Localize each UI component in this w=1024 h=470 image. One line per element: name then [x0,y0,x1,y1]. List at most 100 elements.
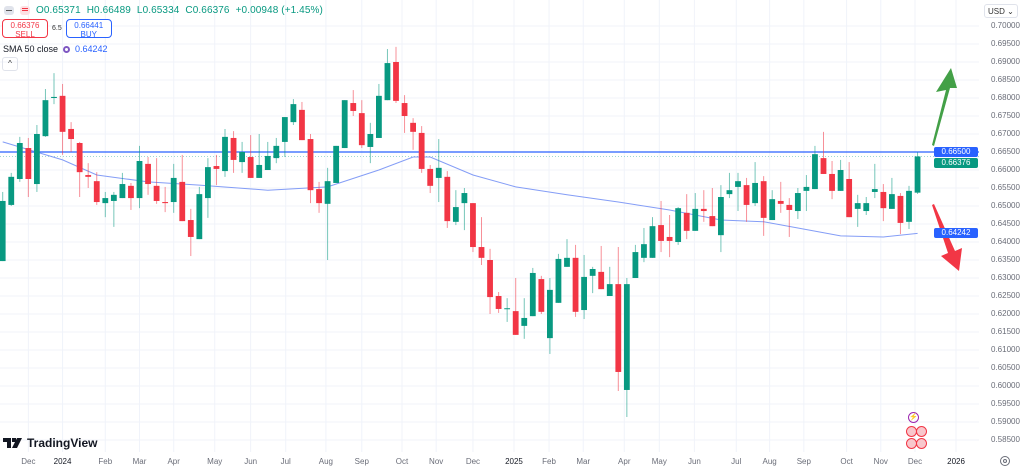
candle-up [521,298,528,339]
candle-down [350,90,357,116]
collapse-legend-button[interactable]: ^ [2,57,18,71]
event-flag-icon[interactable] [916,426,927,437]
buy-label: BUY [80,30,97,39]
time-axis-label: Dec [21,457,36,466]
candle-down [230,131,237,173]
price-axis-label: 0.69000 [991,57,1020,66]
time-axis-label: Oct [840,457,853,466]
candle-down [470,203,476,253]
tradingview-logo[interactable]: TradingView [3,436,97,450]
price-axis-label: 0.63500 [991,255,1020,264]
event-flag-icon[interactable] [916,438,927,449]
candle-body [128,185,134,199]
candle-down [709,188,716,227]
candle-body [889,194,895,209]
candle-up [333,145,340,183]
time-axis-label: 2025 [505,457,523,466]
candle-body [572,257,579,312]
buy-button[interactable]: 0.66441 BUY [65,19,112,39]
settings-icon[interactable] [1000,456,1010,466]
candle-up [581,254,587,320]
candle-body [897,195,904,223]
candle-up [290,99,297,125]
event-lightning-icon[interactable]: ⚡ [908,412,919,423]
candle-up [170,163,177,213]
candle-body [692,208,699,231]
price-axis-label: 0.58500 [991,435,1020,444]
candle-body [145,163,151,185]
candle-up [914,152,921,194]
candle-body [34,134,40,185]
candle-body [59,95,66,132]
candle-body [461,193,468,204]
candle-down [410,118,416,150]
candle-up [461,188,468,231]
candle-down [401,95,408,133]
candle-up [726,172,733,199]
candle-body [658,225,664,241]
candle-body [324,181,331,204]
candle-body [863,203,870,212]
candle-body [196,194,203,240]
candle-up [8,172,15,206]
ohlc-high: H0.66489 [86,5,131,16]
sma-legend[interactable]: SMA 50 close 0.64242 [3,44,108,54]
candle-body [820,158,827,174]
candle-up [675,207,682,245]
menu-icon[interactable] [20,6,30,15]
candle-up [854,194,861,227]
candle-body [803,186,810,191]
price-axis-label: 0.66500 [991,147,1020,156]
time-axis-label: Apr [618,457,631,466]
candle-up [452,190,459,226]
candle-down [538,275,545,314]
candle-body [0,200,6,262]
time-axis-label: Oct [395,457,409,466]
candle-body [136,161,143,199]
candle-down [615,247,622,392]
candle-down [846,162,853,218]
price-axis-label: 0.70000 [991,21,1020,30]
arrow-up-annotation [932,68,957,146]
candle-body [504,308,511,310]
sell-button[interactable]: 0.66376 SELL [2,19,48,39]
candle-up [264,141,271,170]
currency-select[interactable]: USD ⌄ [984,4,1018,18]
candle-down [760,176,767,236]
candle-body [718,197,724,236]
candle-up [341,100,348,149]
time-axis-label: Jul [731,457,742,466]
candle-up [769,190,776,221]
candle-up [752,162,758,206]
candle-body [418,132,425,169]
candle-down [666,215,673,258]
candle-down [153,158,160,204]
candle-body [735,181,741,187]
spread-value: 6.5 [52,25,62,32]
candle-body [119,184,126,199]
candle-down [829,161,835,200]
candle-up [110,191,117,227]
candle-body [435,167,442,178]
sell-label: SELL [15,30,35,39]
price-chart[interactable] [0,0,979,452]
price-axis[interactable]: 0.70000 0.69500 0.69000 0.68500 0.68000 0.675… [979,0,1024,470]
candle-body [256,164,263,178]
candle-body [794,193,801,212]
candle-body [880,191,887,209]
candle-up [504,298,511,322]
candle-down [162,186,169,213]
sma-name: SMA 50 close [3,44,59,54]
candle-down [299,101,305,141]
candle-body [606,284,613,296]
logo-text: TradingView [27,436,98,450]
candle-down [316,181,322,213]
time-axis-label: Sep [796,457,811,466]
minimize-icon[interactable] [4,6,14,15]
candle-body [470,203,476,248]
candle-up [281,117,288,158]
candle-up [256,134,263,178]
candle-down [68,122,74,152]
candle-down [880,184,887,222]
price-axis-label: 0.68000 [991,93,1020,102]
